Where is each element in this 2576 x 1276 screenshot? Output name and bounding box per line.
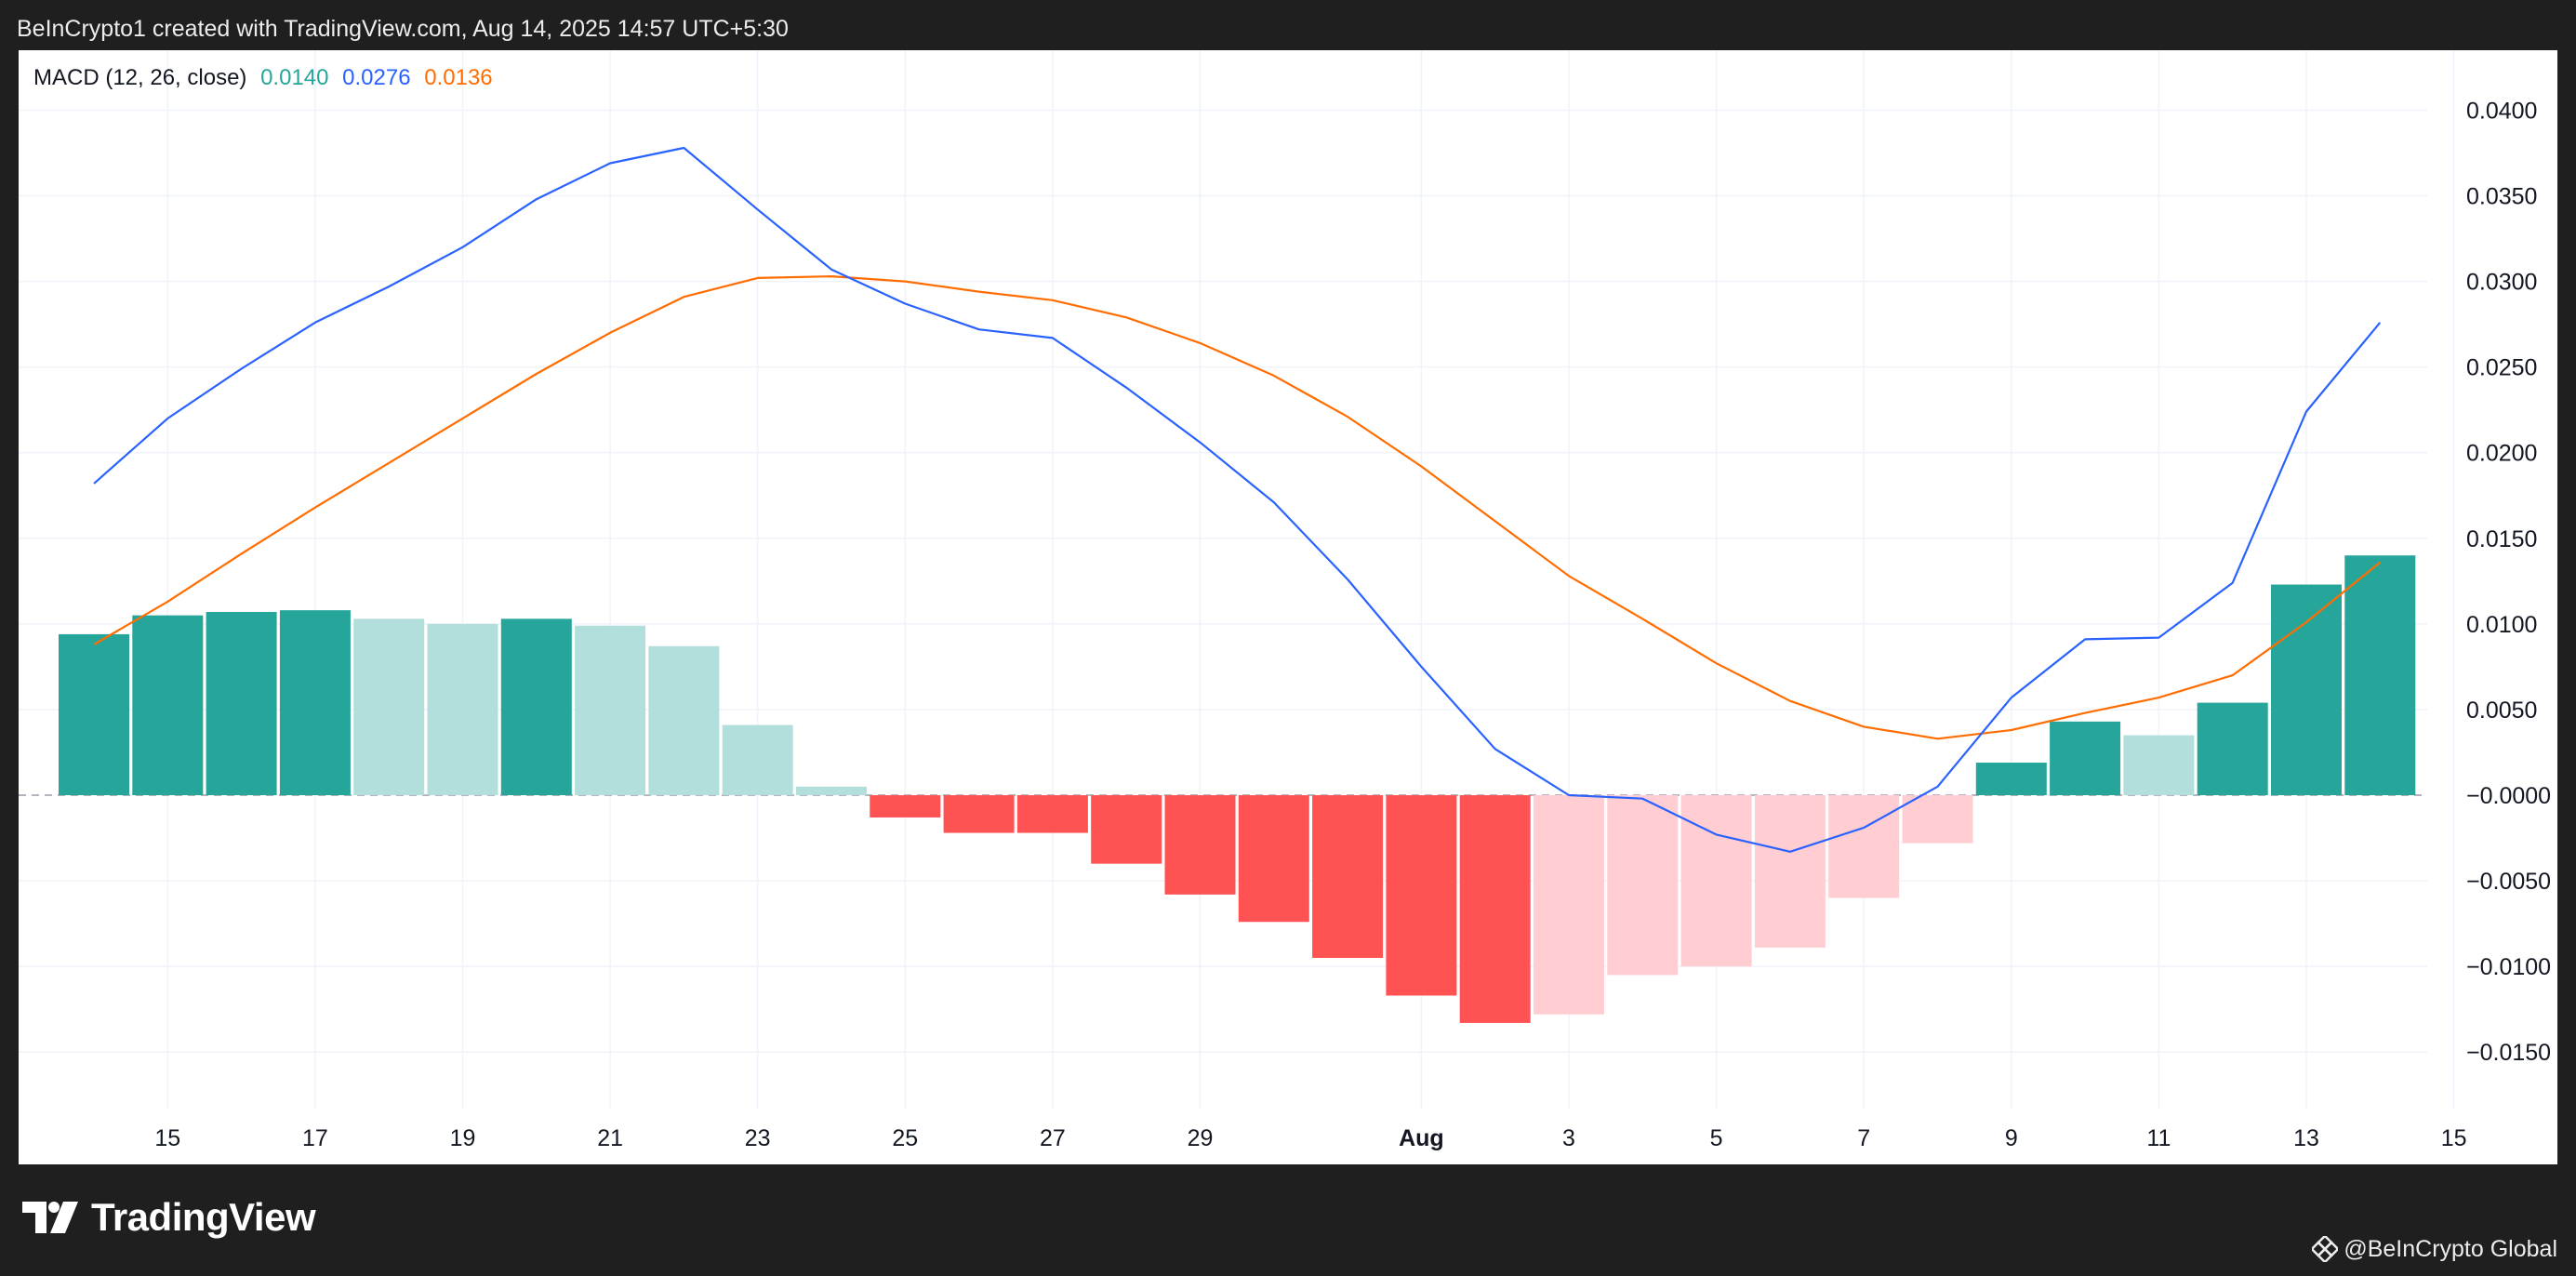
histogram-bar (943, 795, 1015, 833)
histogram-bar (1312, 795, 1384, 958)
histogram-bar (1238, 795, 1309, 923)
x-tick-label: 27 (1040, 1125, 1066, 1151)
x-tick-label: 9 (2005, 1125, 2018, 1151)
histogram-bar (1680, 795, 1752, 967)
tradingview-brand-text: TradingView (91, 1195, 316, 1239)
signal-value: 0.0136 (424, 65, 493, 90)
x-tick-label: 5 (1710, 1125, 1723, 1151)
histogram-bar (648, 645, 720, 796)
binance-diamond-icon (2312, 1236, 2339, 1262)
tradingview-logo[interactable]: TradingView (22, 1195, 316, 1240)
histogram-bar (353, 618, 425, 796)
histogram-bar (279, 610, 351, 796)
histogram-bar (132, 615, 204, 796)
chart-attribution: BeInCrypto1 created with TradingView.com… (17, 16, 789, 42)
histogram-bar (2123, 735, 2195, 796)
histogram-bar (427, 623, 498, 796)
histogram-bar (2050, 721, 2121, 796)
x-tick-label: 3 (1562, 1125, 1575, 1151)
histogram-bar (1386, 795, 1457, 996)
indicator-name: MACD (12, 26, close) (33, 65, 247, 90)
histogram-value: 0.0140 (260, 65, 329, 90)
histogram-bar (1828, 795, 1900, 898)
y-tick-label: 0.0400 (2466, 98, 2537, 124)
y-tick-label: 0.0150 (2466, 526, 2537, 552)
y-tick-label: −0.0150 (2466, 1040, 2551, 1066)
histogram-bar (1459, 795, 1531, 1023)
histogram-bar (575, 625, 646, 796)
histogram-bar (2344, 555, 2416, 796)
beincrypto-credit: @BeInCrypto Global (2312, 1232, 2557, 1266)
y-tick-label: 0.0100 (2466, 612, 2537, 638)
macd-value: 0.0276 (342, 65, 411, 90)
y-tick-label: −0.0000 (2466, 783, 2551, 809)
histogram-bar (500, 618, 572, 796)
histogram-bar (1607, 795, 1679, 976)
histogram-bar (206, 611, 277, 796)
histogram-bar (1754, 795, 1826, 948)
x-tick-label: Aug (1399, 1125, 1444, 1151)
tradingview-logo-icon (22, 1202, 78, 1233)
x-tick-label: 21 (597, 1125, 623, 1151)
histogram-bar (1534, 795, 1604, 1015)
x-tick-label: 17 (302, 1125, 328, 1151)
credit-text: @BeInCrypto Global (2344, 1236, 2557, 1262)
y-tick-label: −0.0100 (2466, 954, 2551, 980)
histogram-bar (2197, 702, 2268, 796)
x-tick-label: 7 (1857, 1125, 1870, 1151)
x-tick-label: 23 (745, 1125, 771, 1151)
y-tick-label: 0.0300 (2466, 270, 2537, 296)
x-tick-label: 11 (2146, 1125, 2171, 1151)
indicator-legend[interactable]: MACD (12, 26, close) 0.0140 0.0276 0.013… (33, 63, 500, 93)
histogram-bar (1164, 795, 1236, 895)
y-tick-label: 0.0250 (2466, 355, 2537, 381)
signal-line (93, 275, 2381, 740)
histogram-bar (1902, 795, 1973, 844)
histogram-bar (870, 795, 941, 817)
x-tick-label: 29 (1188, 1125, 1214, 1151)
histogram-bar (796, 786, 867, 796)
y-tick-label: −0.0050 (2466, 869, 2551, 895)
y-tick-label: 0.0050 (2466, 698, 2537, 724)
x-tick-label: 15 (154, 1125, 180, 1151)
histogram-bar (1091, 795, 1162, 864)
y-tick-label: 0.0350 (2466, 184, 2537, 210)
x-tick-label: 19 (450, 1125, 476, 1151)
histogram-bar (722, 724, 793, 796)
macd-chart[interactable]: 0.0400 0.0350 0.0300 0.0250 0.0200 0.0150 0.01… (19, 50, 2557, 1164)
chart-panel[interactable]: 0.0400 0.0350 0.0300 0.0250 0.0200 0.0150 0.01… (19, 50, 2557, 1164)
histogram-bar (1016, 795, 1088, 833)
histogram-bar (59, 633, 129, 796)
histogram-bar (2271, 584, 2342, 796)
x-tick-label: 15 (2441, 1125, 2467, 1151)
y-tick-label: 0.0200 (2466, 441, 2537, 467)
x-tick-label: 25 (892, 1125, 918, 1151)
macd-line (93, 146, 2382, 853)
histogram-bar (1975, 763, 2047, 796)
x-tick-label: 13 (2293, 1125, 2319, 1151)
